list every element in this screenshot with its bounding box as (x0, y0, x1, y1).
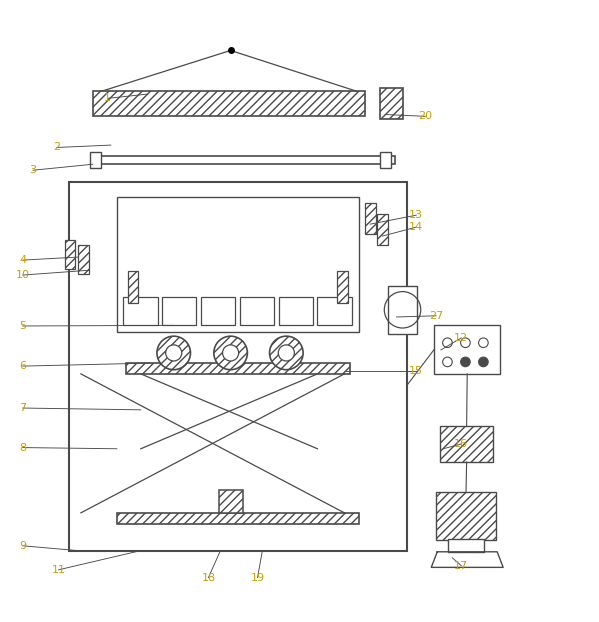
Text: 5: 5 (19, 321, 26, 331)
Bar (162, 297, 196, 325)
Bar (436, 492, 496, 540)
Text: 19: 19 (250, 573, 265, 583)
Bar (65, 240, 75, 269)
Text: 14: 14 (409, 222, 423, 232)
Bar (117, 513, 359, 524)
Bar (117, 197, 359, 332)
Circle shape (157, 336, 190, 369)
Circle shape (461, 357, 470, 367)
Text: 17: 17 (454, 560, 468, 570)
Bar (388, 286, 417, 334)
Circle shape (270, 336, 303, 369)
Text: 16: 16 (454, 439, 468, 449)
Circle shape (214, 336, 247, 369)
Bar (440, 426, 493, 462)
Text: 9: 9 (19, 541, 26, 551)
Bar (380, 152, 391, 169)
Bar (365, 203, 376, 234)
Text: 11: 11 (52, 565, 66, 575)
Circle shape (166, 345, 181, 361)
Circle shape (279, 345, 294, 361)
Text: 13: 13 (409, 210, 423, 220)
Text: 27: 27 (429, 311, 443, 321)
Bar (317, 297, 352, 325)
Text: 7: 7 (19, 403, 26, 413)
Bar (279, 297, 313, 325)
Text: 12: 12 (454, 333, 468, 343)
Bar (240, 297, 274, 325)
Bar (93, 91, 365, 116)
Text: 15: 15 (409, 366, 423, 376)
Text: 8: 8 (19, 443, 26, 453)
Circle shape (479, 357, 488, 367)
Text: 2: 2 (53, 142, 60, 152)
Bar (93, 157, 395, 164)
Bar (434, 325, 500, 374)
Bar (337, 271, 348, 303)
Bar (78, 245, 89, 274)
Bar (377, 214, 388, 245)
Text: 20: 20 (418, 111, 432, 121)
Bar (201, 297, 235, 325)
Bar (126, 363, 350, 374)
Bar (123, 297, 158, 325)
Text: 1: 1 (104, 93, 111, 103)
Bar (128, 271, 138, 303)
Text: 18: 18 (201, 573, 216, 583)
Text: 4: 4 (19, 255, 26, 265)
Bar (219, 490, 243, 513)
Bar (90, 152, 101, 169)
Circle shape (223, 345, 238, 361)
Text: 10: 10 (16, 270, 30, 280)
Bar (448, 539, 484, 552)
Bar (380, 88, 403, 119)
Text: 3: 3 (29, 165, 37, 175)
Bar (69, 182, 407, 550)
Text: 6: 6 (19, 361, 26, 371)
